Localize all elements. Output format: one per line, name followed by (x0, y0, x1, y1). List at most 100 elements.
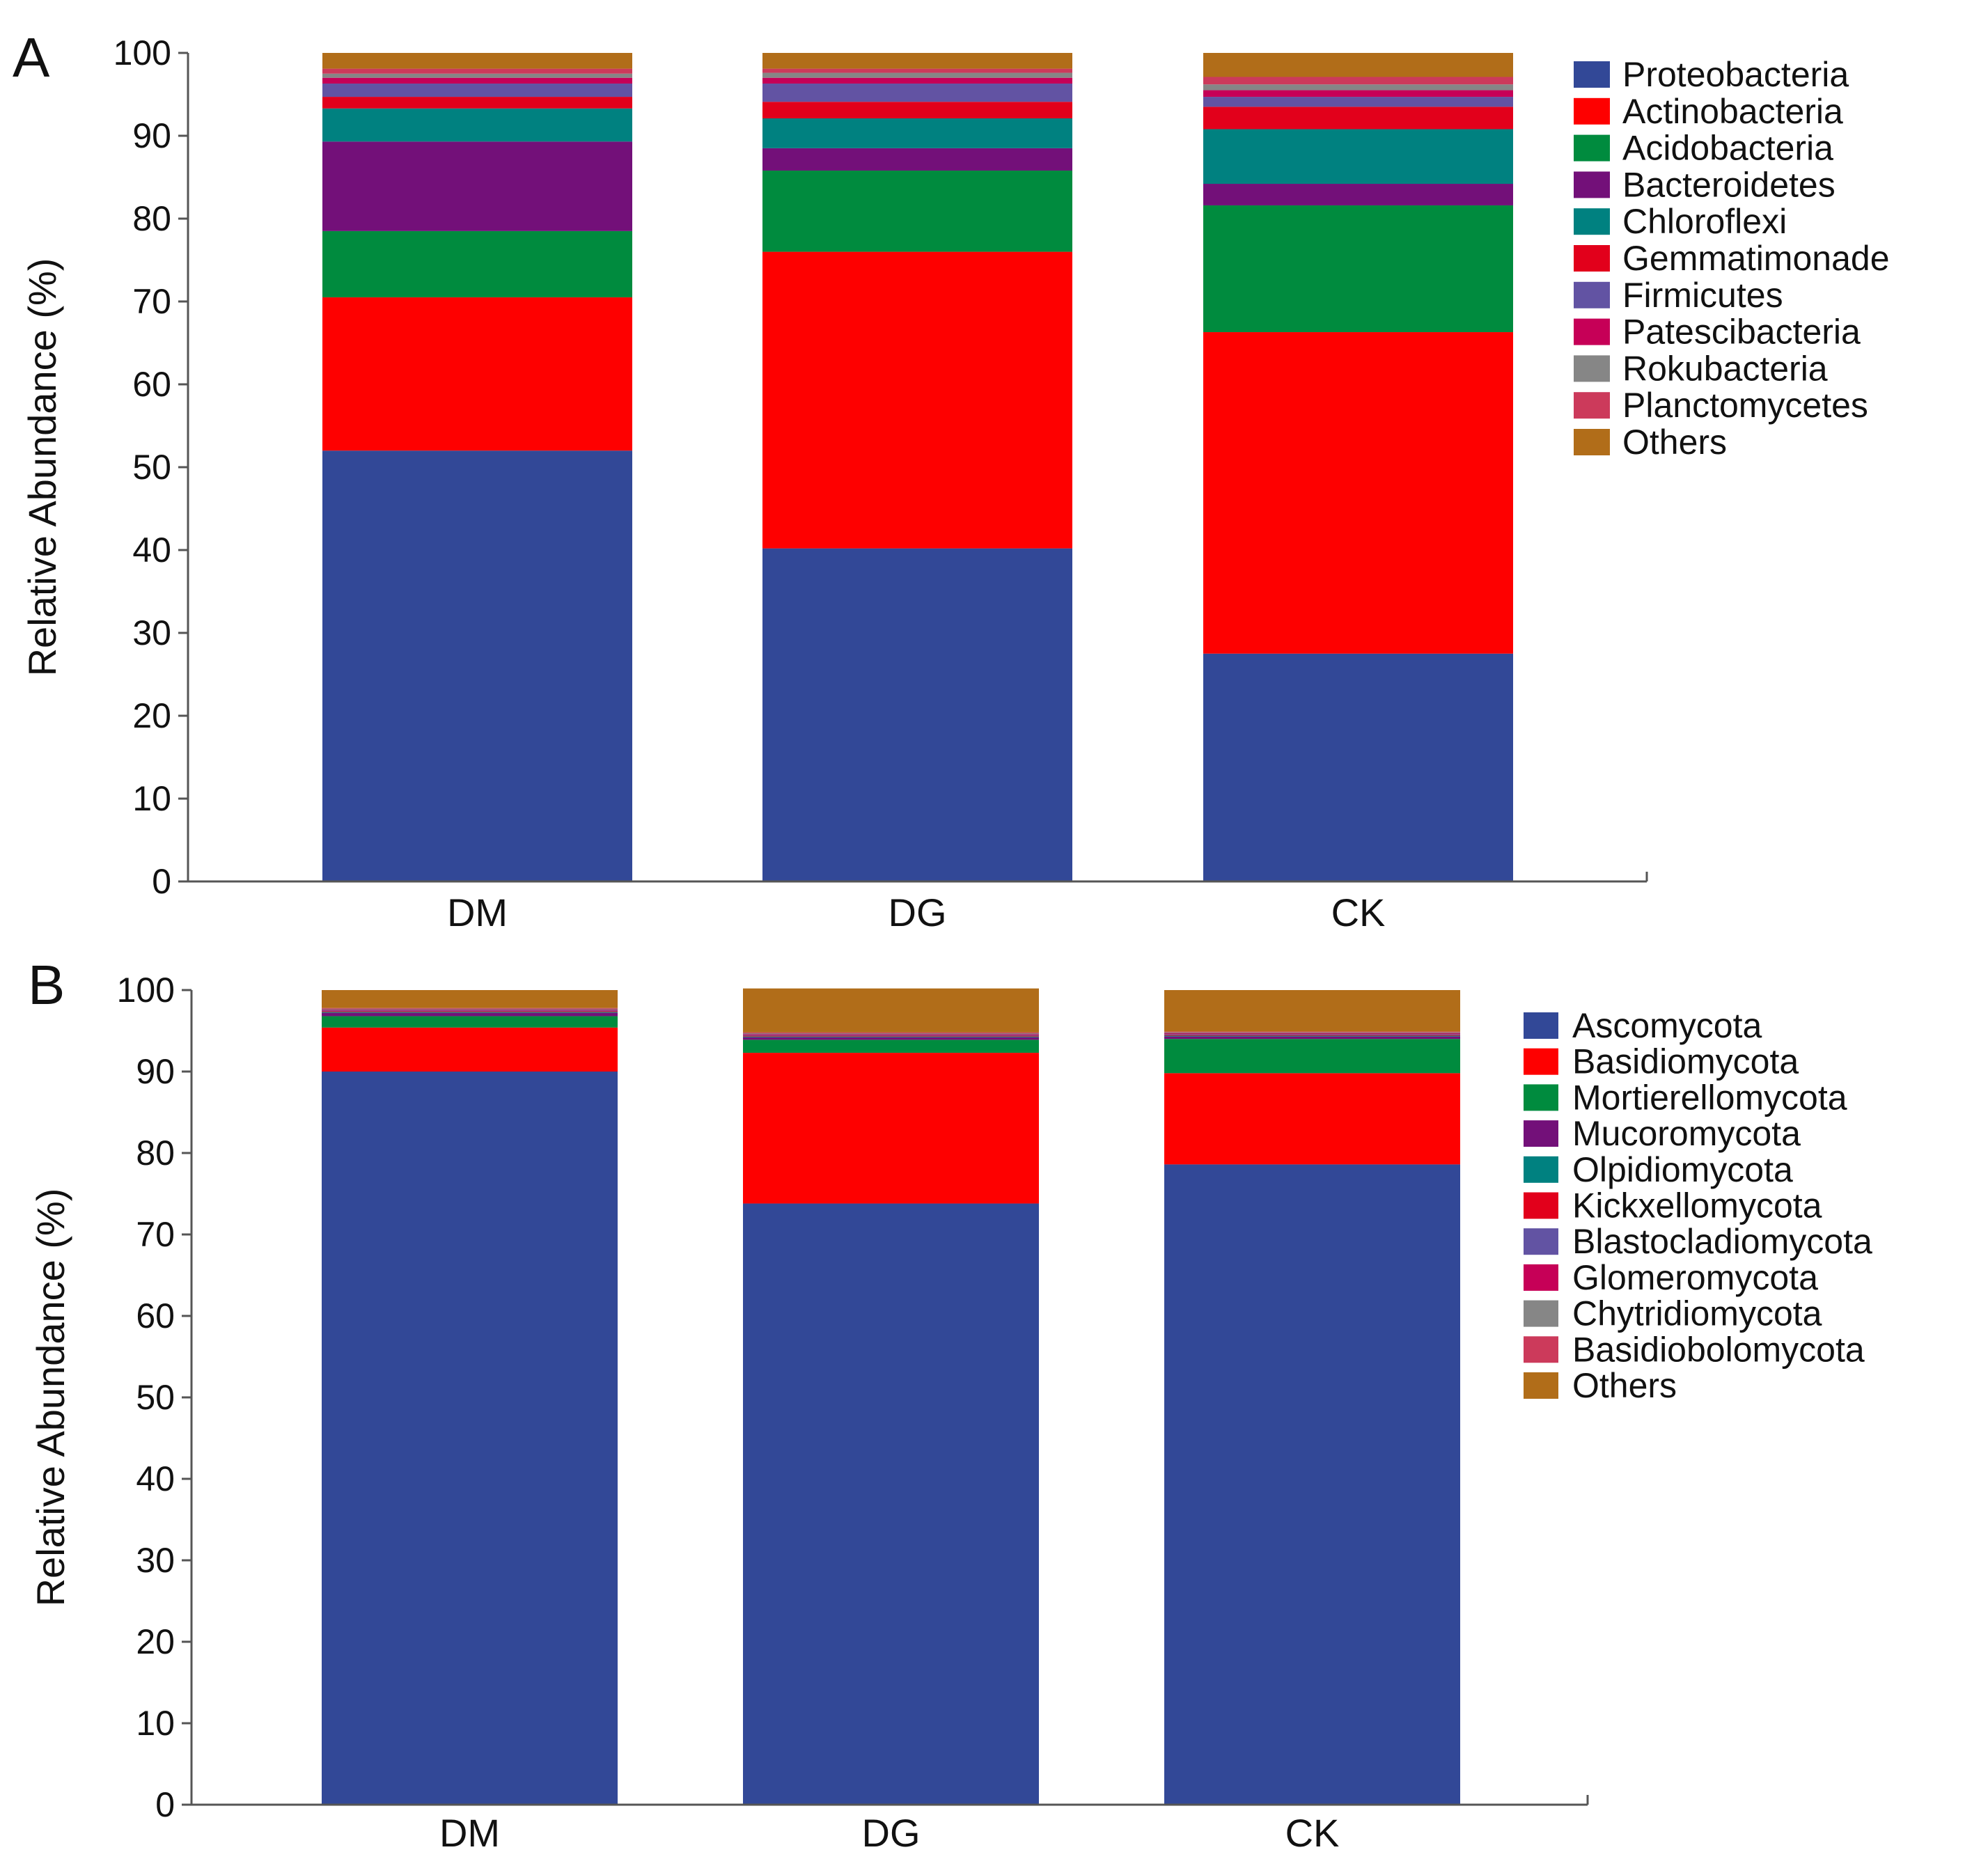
y-tick-label: 70 (132, 282, 171, 321)
bar-segment-dg-kickxellomycota (743, 1035, 1039, 1037)
legend-swatch-actinobacteria (1574, 97, 1610, 125)
bar-segment-dm-gemmatimonade (322, 97, 632, 109)
legend-label: Blastocladiomycota (1572, 1222, 1872, 1261)
legend-swatch-firmicutes (1574, 281, 1610, 308)
legend-swatch-glomeromycota (1524, 1264, 1558, 1291)
legend-label: Planctomycetes (1622, 386, 1868, 425)
bar-segment-dm-rokubacteria (322, 73, 632, 78)
y-tick-label: 10 (136, 1704, 175, 1743)
legend-swatch-mucoromycota (1524, 1120, 1558, 1147)
y-tick-label: 100 (117, 971, 175, 1010)
chart-panel-a: A DM DG CK 0 10 20 30 40 50 60 70 80 90 100 Relative Ab… (13, 26, 1890, 934)
bar-segment-ck-others (1164, 990, 1460, 1032)
legend-label: Mortierellomycota (1572, 1078, 1847, 1117)
bar-segment-dg-gemmatimonade (762, 102, 1072, 119)
y-tick-label: 30 (136, 1541, 175, 1580)
bar-segment-ck-glomeromycota (1164, 1033, 1460, 1035)
bar-segment-dm-bacteroidetes (322, 141, 632, 231)
bar-segment-dm-patescibacteria (322, 77, 632, 84)
bar-segment-ck-actinobacteria (1203, 332, 1513, 654)
x-tick-label: CK (1331, 891, 1386, 934)
bar-segment-dm-kickxellomycota (322, 1011, 618, 1012)
legend-label: Chytridiomycota (1572, 1294, 1822, 1333)
bar-segment-dg-glomeromycota (743, 1034, 1039, 1035)
bar-segment-dm-firmicutes (322, 84, 632, 97)
legend-label: Actinobacteria (1622, 92, 1843, 131)
y-tick-label: 100 (114, 33, 171, 72)
y-tick-label: 20 (136, 1622, 175, 1661)
x-tick-label: CK (1285, 1811, 1340, 1855)
y-tick-label: 90 (132, 116, 171, 155)
legend-label: Others (1622, 423, 1727, 462)
y-tick-label: 20 (132, 696, 171, 735)
bar-segment-ck-gemmatimonade (1203, 107, 1513, 130)
y-tick-label: 40 (132, 531, 171, 570)
y-tick-label: 50 (136, 1378, 175, 1417)
legend-swatch-ascomycota (1524, 1012, 1558, 1039)
bar-segment-dm-proteobacteria (322, 450, 632, 881)
legend-swatch-kickxellomycota (1524, 1192, 1558, 1219)
legend-swatch-chloroflexi (1574, 208, 1610, 235)
bar-segment-ck-acidobacteria (1203, 205, 1513, 333)
legend-label: Others (1572, 1366, 1677, 1405)
bar-segment-dg-acidobacteria (762, 170, 1072, 252)
legend-label: Ascomycota (1572, 1006, 1762, 1045)
legend-label: Rokubacteria (1622, 349, 1828, 388)
legend-label: Olpidiomycota (1572, 1150, 1793, 1189)
y-tick-label: 50 (132, 448, 171, 487)
y-tick-label: 80 (136, 1134, 175, 1172)
bar-segment-ck-others (1203, 53, 1513, 77)
legend-swatch-olpidiomycota (1524, 1156, 1558, 1183)
panel-letter: B (28, 954, 65, 1016)
bar-segment-ck-basidiobolomycota (1164, 1031, 1460, 1033)
bar-segment-dg-firmicutes (762, 84, 1072, 102)
bar-segment-dg-mucoromycota (743, 1037, 1039, 1040)
bar-segment-ck-patescibacteria (1203, 90, 1513, 97)
legend-label: Proteobacteria (1622, 55, 1849, 94)
chart-panel-b: B DM DG CK 0 10 20 30 40 50 60 70 80 90 100 Relative Ab… (28, 954, 1872, 1855)
legend-swatch-patescibacteria (1574, 318, 1610, 345)
bar-segment-dm-others (322, 53, 632, 69)
bar-segment-ck-olpidiomycota (1164, 1035, 1460, 1037)
bar-segment-dm-blastocladiomycota (322, 1010, 618, 1012)
bar-segment-dg-planctomycetes (762, 68, 1072, 73)
legend-label: Firmicutes (1622, 276, 1783, 315)
legend-swatch-acidobacteria (1574, 134, 1610, 162)
y-tick-label: 80 (132, 199, 171, 238)
x-tick-label: DM (439, 1811, 500, 1855)
legend-swatch-proteobacteria (1574, 61, 1610, 88)
y-tick-label: 60 (136, 1296, 175, 1335)
bar-segment-ck-planctomycetes (1203, 77, 1513, 85)
bar-segment-ck-blastocladiomycota (1164, 1034, 1460, 1035)
bar-segment-ck-basidiomycota (1164, 1073, 1460, 1165)
bar-segment-dm-planctomycetes (322, 68, 632, 74)
bar-segment-dm-chytridiomycota (322, 1008, 618, 1010)
bar-segment-ck-proteobacteria (1203, 653, 1513, 881)
bar-segment-dm-actinobacteria (322, 297, 632, 451)
legend-swatch-basidiobolomycota (1524, 1336, 1558, 1363)
bar-segment-ck-bacteroidetes (1203, 184, 1513, 205)
legend-label: Gemmatimonade (1622, 239, 1890, 278)
y-tick-label: 60 (132, 365, 171, 404)
legend: AscomycotaBasidiomycotaMortierellomycota… (1524, 1006, 1872, 1405)
bar-segment-dg-chytridiomycota (743, 1033, 1039, 1035)
legend-swatch-blastocladiomycota (1524, 1228, 1558, 1255)
y-tick-label: 0 (155, 1785, 175, 1824)
bar-segment-dm-ascomycota (322, 1072, 618, 1805)
x-tick-label: DM (447, 891, 508, 934)
x-tick-label: DG (862, 1811, 921, 1855)
legend-label: Kickxellomycota (1572, 1186, 1822, 1225)
y-tick-label: 10 (132, 779, 171, 818)
x-tick-label: DG (889, 891, 947, 934)
bar-segment-dg-others (762, 53, 1072, 69)
legend-swatch-others (1524, 1372, 1558, 1399)
bar-segment-dg-ascomycota (743, 1203, 1039, 1805)
legend-swatch-rokubacteria (1574, 355, 1610, 382)
bar-segment-ck-mortierellomycota (1164, 1039, 1460, 1074)
bar-segment-ck-chloroflexi (1203, 129, 1513, 185)
y-tick-label: 0 (152, 862, 171, 901)
bar-segment-dm-olpidiomycota (322, 1012, 618, 1013)
legend-swatch-others (1574, 429, 1610, 455)
bar-segment-ck-firmicutes (1203, 97, 1513, 107)
bar-segment-dm-basidiobolomycota (322, 1007, 618, 1009)
